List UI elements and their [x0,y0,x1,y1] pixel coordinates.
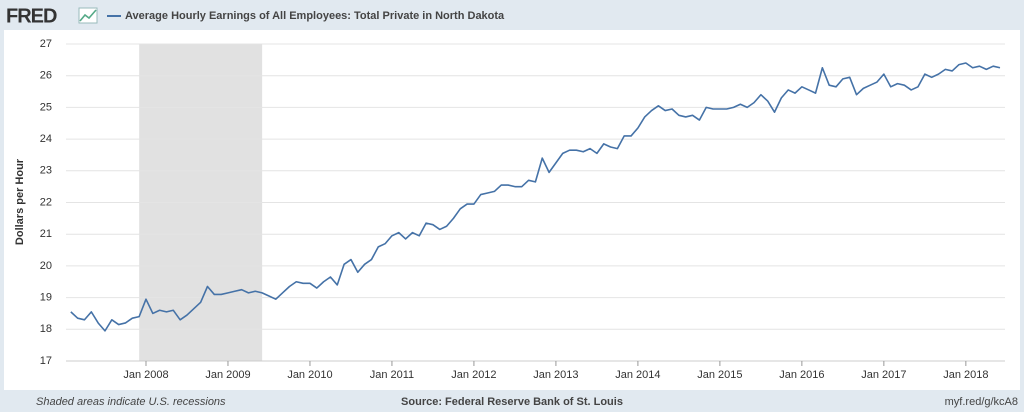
x-tick-label: Jan 2014 [615,369,660,381]
footer-source: Source: Federal Reserve Bank of St. Loui… [401,396,623,408]
x-tick-label: Jan 2015 [697,369,742,381]
y-tick-label: 23 [40,165,52,177]
y-tick-label: 25 [40,101,52,113]
y-tick-label: 19 [40,292,52,304]
brand-logo: FRED [6,5,57,27]
data-line [70,62,1001,332]
y-tick-label: 22 [40,196,52,208]
footer-link: myf.red/g/kcA8 [945,396,1018,408]
y-tick-label: 26 [40,70,52,82]
x-tick-label: Jan 2017 [861,369,906,381]
x-tick-label: Jan 2011 [370,369,414,381]
y-tick-label: 18 [40,323,52,335]
y-tick-label: 27 [40,38,52,50]
legend-label: Average Hourly Earnings of All Employees… [125,10,505,22]
logo-icon [78,7,98,24]
y-tick-label: 24 [40,133,52,145]
y-axis-label: Dollars per Hour [14,158,26,245]
footer-note: Shaded areas indicate U.S. recessions [36,396,226,408]
x-tick-label: Jan 2013 [533,369,578,381]
x-tick-label: Jan 2009 [205,369,250,381]
x-tick-label: Jan 2018 [943,369,988,381]
x-tick-label: Jan 2016 [779,369,824,381]
y-tick-label: 21 [40,228,52,240]
x-tick-label: Jan 2012 [451,369,496,381]
x-tick-label: Jan 2008 [123,369,168,381]
y-tick-label: 20 [40,260,52,272]
y-tick-label: 17 [40,355,52,367]
x-tick-label: Jan 2010 [287,369,332,381]
